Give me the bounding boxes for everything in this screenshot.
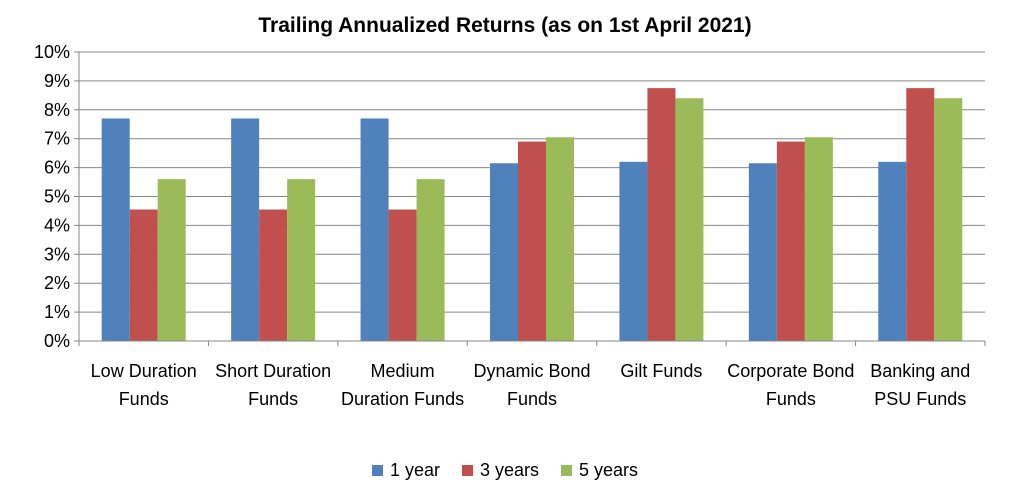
x-tick-label: Short Duration Funds — [215, 361, 332, 409]
x-tick-label: Banking and PSU Funds — [870, 361, 971, 409]
bar — [518, 141, 546, 341]
bars — [101, 88, 963, 342]
bar — [416, 179, 445, 341]
bar — [546, 137, 574, 341]
x-tick-label: Low Duration Funds — [90, 361, 197, 409]
legend-item: 1 year — [371, 460, 440, 481]
y-tick-label: 3% — [44, 244, 70, 264]
y-tick-label: 10% — [34, 42, 70, 62]
chart-title: Trailing Annualized Returns (as on 1st A… — [258, 14, 752, 37]
bar — [287, 179, 316, 341]
bar — [157, 179, 186, 341]
y-tick-label: 6% — [44, 158, 70, 178]
legend-label: 1 year — [389, 460, 440, 480]
bar — [490, 163, 518, 341]
bar — [360, 118, 389, 341]
bar — [619, 161, 648, 341]
axes: 0% 1% 2% 3% 4% 5% 6% 7% 8% 9% 10% — [34, 42, 986, 351]
legend-swatch — [371, 465, 383, 476]
bar — [647, 88, 676, 341]
bar — [934, 98, 963, 342]
bar — [748, 163, 777, 341]
y-tick-label: 4% — [44, 215, 70, 235]
legend-label: 5 years — [579, 460, 639, 480]
y-tick-label: 8% — [44, 100, 70, 120]
y-tick-label: 0% — [44, 331, 70, 351]
legend-swatch — [561, 465, 573, 476]
bar — [129, 209, 158, 341]
y-tick-label: 9% — [44, 71, 70, 91]
x-tick-label: Medium Duration Funds — [341, 361, 465, 409]
bar — [231, 118, 260, 341]
x-tick-label: Gilt Funds — [620, 361, 703, 381]
x-tick-label: Corporate Bond Funds — [727, 361, 855, 409]
legend-label: 3 years — [479, 460, 540, 480]
x-tick-label: Dynamic Bond Funds — [473, 361, 591, 409]
legend-item: 3 years — [461, 460, 540, 481]
bar — [906, 88, 935, 341]
bar — [878, 161, 907, 341]
y-tick-label: 7% — [44, 129, 70, 149]
bar — [675, 98, 704, 342]
legend-swatch — [461, 465, 473, 476]
y-tick-label: 1% — [44, 302, 70, 322]
bar — [776, 141, 805, 341]
bar — [388, 209, 417, 341]
bar — [259, 209, 288, 341]
bar — [804, 137, 833, 341]
bar — [101, 118, 130, 341]
y-tick-label: 5% — [44, 187, 70, 207]
legend: 1 year 3 years 5 years — [0, 460, 1010, 481]
y-tick-label: 2% — [44, 273, 70, 293]
legend-item: 5 years — [561, 460, 638, 481]
